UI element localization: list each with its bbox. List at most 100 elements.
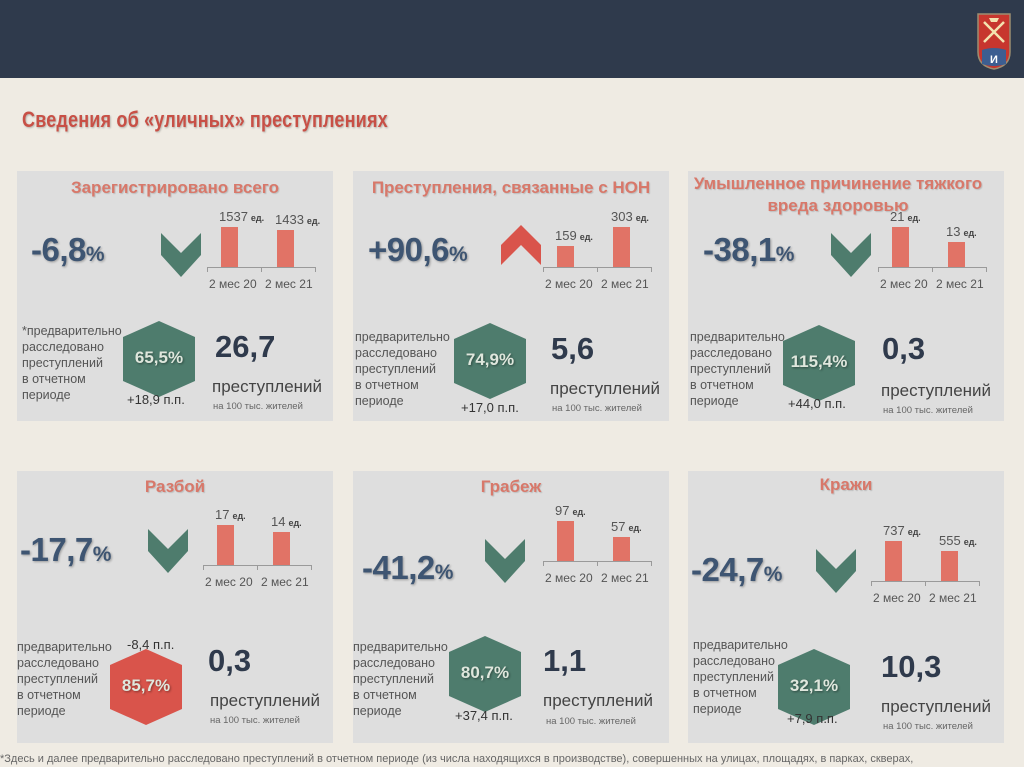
- chart-bar: [892, 227, 909, 267]
- bar-unit: ед.: [306, 216, 321, 226]
- rate-label: преступлений: [550, 379, 661, 398]
- card-heading: Умышленное причинение тяжкого вреда здор…: [693, 174, 983, 215]
- rate-per-label: на 100 тыс. жителей: [210, 715, 300, 726]
- bar-value: 1433: [275, 212, 304, 227]
- solved-badge-shape: [454, 323, 526, 399]
- bar-value: 737: [883, 523, 905, 538]
- change-value: -38,1%: [703, 231, 794, 269]
- solved-badge-shape: [778, 649, 850, 725]
- solved-change: +44,0 п.п.: [788, 396, 846, 411]
- change-number: -6,8: [31, 231, 86, 268]
- chart-tick: [651, 267, 652, 272]
- rate-label: преступлений: [543, 691, 654, 710]
- bar-value: 1537: [219, 209, 248, 224]
- chart-bar: [221, 227, 238, 267]
- arrow-up-icon: [501, 225, 541, 265]
- solved-badge-shape: [783, 325, 855, 401]
- page-title: Сведения об «уличных» преступлениях: [22, 107, 388, 132]
- change-value: -17,7%: [20, 531, 111, 569]
- bar-value-label: 1433 ед.: [275, 212, 320, 227]
- rate-per-label: на 100 тыс. жителей: [546, 716, 636, 727]
- change-value: -6,8%: [31, 231, 105, 269]
- chart-tick: [597, 267, 598, 272]
- chart-bar: [948, 242, 965, 267]
- bar-value-label: 97 ед.: [555, 503, 586, 518]
- change-unit: %: [92, 543, 112, 566]
- change-number: -17,7: [20, 531, 93, 568]
- bar-category-label: 2 мес 21: [936, 277, 984, 291]
- chart-tick: [203, 565, 204, 570]
- bar-value-label: 14 ед.: [271, 514, 302, 529]
- chart-tick: [315, 267, 316, 272]
- solved-change: +18,9 п.п.: [127, 392, 185, 407]
- bar-value-label: 13 ед.: [946, 224, 977, 239]
- solved-change: +17,0 п.п.: [461, 400, 519, 415]
- card-heading: Разбой: [144, 477, 206, 496]
- mini-bar-chart: 1537 ед. 2 мес 20 1433 ед. 2 мес 21: [207, 209, 320, 297]
- header-bar: И: [0, 0, 1024, 78]
- solved-note: предварительно расследовано преступлений…: [355, 330, 450, 408]
- solved-percent: 74,9%: [465, 350, 515, 369]
- bar-value: 303: [611, 209, 633, 224]
- bar-category-label: 2 мес 20: [209, 277, 257, 291]
- bar-category-label: 2 мес 21: [265, 277, 313, 291]
- card-heading: Кражи: [819, 475, 873, 494]
- rate-label: преступлений: [212, 377, 323, 396]
- change-number: -38,1: [703, 231, 776, 268]
- bar-category-label: 2 мес 20: [205, 575, 253, 589]
- bar-category-label: 2 мес 20: [880, 277, 928, 291]
- footnote: *Здесь и далее предварительно расследова…: [0, 753, 914, 765]
- rate-per-label: на 100 тыс. жителей: [552, 403, 642, 414]
- chart-tick: [543, 267, 544, 272]
- bar-unit: ед.: [963, 228, 977, 238]
- arrow-down-icon: [485, 539, 525, 583]
- chart-tick: [311, 565, 312, 570]
- solved-note: предварительно расследовано преступлений…: [17, 640, 112, 718]
- stat-card: Зарегистрировано всего -6,8% 1537 ед. 2 мес …: [17, 171, 333, 421]
- solved-change: -8,4 п.п.: [127, 637, 175, 652]
- bar-value-label: 17 ед.: [215, 507, 246, 522]
- rate-label: преступлений: [881, 697, 992, 716]
- card-heading: Преступления, связанные с НОН: [371, 178, 651, 197]
- solved-change: +7,9 п.п.: [787, 711, 838, 726]
- rate-per-label: на 100 тыс. жителей: [213, 401, 303, 412]
- chart-tick: [261, 267, 262, 272]
- bar-category-label: 2 мес 21: [929, 591, 977, 605]
- bar-value-label: 57 ед.: [611, 519, 642, 534]
- bar-category-label: 2 мес 20: [545, 571, 593, 585]
- bar-unit: ед.: [907, 213, 921, 223]
- svg-text:И: И: [990, 54, 998, 66]
- change-number: -41,2: [362, 549, 435, 586]
- chart-tick: [925, 581, 926, 586]
- chart-tick: [871, 581, 872, 586]
- mini-bar-chart: 737 ед. 2 мес 20 555 ед. 2 мес 21: [871, 523, 981, 611]
- chart-tick: [543, 561, 544, 566]
- arrow-down-icon: [161, 233, 201, 277]
- change-value: +90,6%: [368, 231, 468, 269]
- change-number: +90,6: [368, 231, 450, 268]
- city-emblem-icon: И: [977, 13, 1011, 70]
- stat-card: Разбой -17,7% 17 ед. 2 мес 20 14 ед. 2 мес 21 пр…: [17, 471, 333, 743]
- arrow-down-icon: [148, 529, 188, 573]
- bar-value-label: 303 ед.: [611, 209, 649, 224]
- bar-unit: ед.: [250, 213, 265, 223]
- change-value: -41,2%: [362, 549, 453, 587]
- chart-bar: [885, 541, 902, 581]
- chart-tick: [597, 561, 598, 566]
- change-value: -24,7%: [691, 551, 782, 589]
- solved-note: предварительно расследовано преступлений…: [353, 640, 448, 718]
- mini-bar-chart: 159 ед. 2 мес 20 303 ед. 2 мес 21: [543, 209, 653, 297]
- bar-category-label: 2 мес 20: [545, 277, 593, 291]
- bar-value-label: 737 ед.: [883, 523, 921, 538]
- stat-card: Умышленное причинение тяжкого вреда здор…: [688, 171, 1004, 421]
- bar-value: 97: [555, 503, 570, 518]
- chart-bar: [217, 525, 234, 565]
- change-unit: %: [449, 243, 468, 266]
- chart-tick: [932, 267, 933, 272]
- mini-bar-chart: 17 ед. 2 мес 20 14 ед. 2 мес 21: [203, 507, 313, 595]
- bar-value: 13: [946, 224, 961, 239]
- bar-unit: ед.: [579, 232, 593, 242]
- rate-per-label: на 100 тыс. жителей: [883, 721, 973, 732]
- change-unit: %: [434, 561, 454, 584]
- bar-unit: ед.: [288, 518, 302, 528]
